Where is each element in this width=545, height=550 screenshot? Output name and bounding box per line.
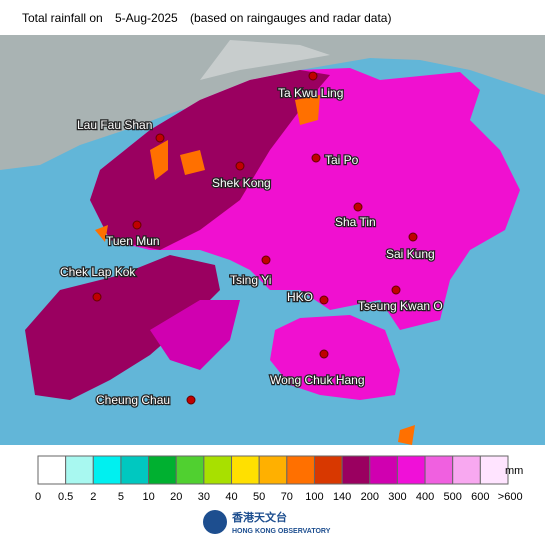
legend-label: 500 — [444, 491, 462, 503]
station-dot — [311, 153, 321, 163]
legend-swatch — [203, 455, 233, 485]
legend-label: 5 — [118, 491, 124, 503]
station-dot — [408, 232, 418, 242]
hk-island — [270, 315, 400, 400]
station-label: Tuen Mun — [106, 234, 160, 248]
legend-swatch — [369, 455, 398, 485]
station-label: Lau Fau Shan — [77, 118, 152, 132]
legend-label: 20 — [170, 491, 182, 503]
legend-label: 400 — [416, 491, 434, 503]
station-dot — [155, 133, 165, 143]
station-label: Wong Chuk Hang — [270, 373, 365, 387]
stations: Ta Kwu Ling Lau Fau Shan Tai Po Shek Kong Sh… — [59, 71, 444, 408]
legend-label: 0 — [35, 491, 41, 503]
logo-chinese: 香港天文台 — [231, 510, 287, 524]
legend-swatch — [479, 455, 509, 485]
title: Total rainfall on — [22, 11, 103, 25]
legend-label: >600 — [498, 491, 523, 503]
date: 5-Aug-2025 — [115, 11, 178, 25]
station-label: Sha Tin — [335, 215, 376, 229]
station-label: Cheung Chau — [96, 393, 170, 407]
legend-label: 0.5 — [58, 491, 73, 503]
legend-swatch — [65, 455, 94, 485]
legend-swatch — [148, 455, 177, 485]
legend-swatch — [424, 455, 454, 485]
legend-unit: mm — [505, 465, 523, 477]
station-label: Chek Lap Kok — [60, 265, 136, 279]
lantau — [25, 255, 220, 400]
legend-swatch — [452, 455, 481, 485]
legend-swatch — [286, 455, 315, 485]
legend-swatch — [37, 455, 67, 485]
west-nt-heavy — [90, 70, 330, 250]
station-dot — [308, 71, 318, 81]
station-dot — [319, 349, 329, 359]
legend-swatch — [120, 455, 150, 485]
urban-area — [200, 40, 330, 80]
logo-icon — [203, 510, 227, 534]
legend-label: 40 — [225, 491, 237, 503]
legend-swatch — [175, 455, 205, 485]
note: (based on raingauges and radar data) — [190, 11, 391, 25]
station-dot — [261, 255, 271, 265]
legend-label: 70 — [281, 491, 293, 503]
station-dot — [132, 220, 142, 230]
legend-label: 50 — [253, 491, 265, 503]
lantau-east — [150, 300, 240, 370]
station-dot — [92, 292, 102, 302]
legend: 0 0.5 2 5 10 20 30 40 50 70 100 140 200 300 400 500 600 >… — [35, 455, 523, 503]
legend-swatch — [341, 455, 371, 485]
station-dot — [353, 202, 363, 212]
station-label: Shek Kong — [212, 176, 271, 190]
map — [0, 35, 545, 445]
legend-label: 30 — [198, 491, 210, 503]
station-label: Tseung Kwan O — [358, 299, 443, 313]
mainland — [0, 35, 545, 170]
station-dot — [235, 161, 245, 171]
station-dot — [391, 285, 401, 295]
station-label: Ta Kwu Ling — [278, 86, 343, 100]
station-dot — [186, 395, 196, 405]
station-label: Sai Kung — [386, 247, 435, 261]
station-dot — [319, 295, 329, 305]
legend-label: 140 — [333, 491, 351, 503]
legend-swatch — [231, 455, 260, 485]
legend-label: 300 — [388, 491, 406, 503]
station-label: HKO — [287, 290, 313, 304]
station-label: Tsing Yi — [230, 273, 271, 287]
legend-label: 600 — [471, 491, 489, 503]
station-label: Tai Po — [325, 153, 359, 167]
legend-swatch — [313, 455, 343, 485]
legend-swatch — [396, 455, 426, 485]
legend-label: 100 — [305, 491, 323, 503]
legend-swatch — [258, 455, 288, 485]
legend-label: 200 — [361, 491, 379, 503]
legend-swatch — [92, 455, 122, 485]
logo-english: HONG KONG OBSERVATORY — [232, 528, 331, 535]
legend-label: 10 — [142, 491, 154, 503]
legend-label: 2 — [90, 491, 96, 503]
